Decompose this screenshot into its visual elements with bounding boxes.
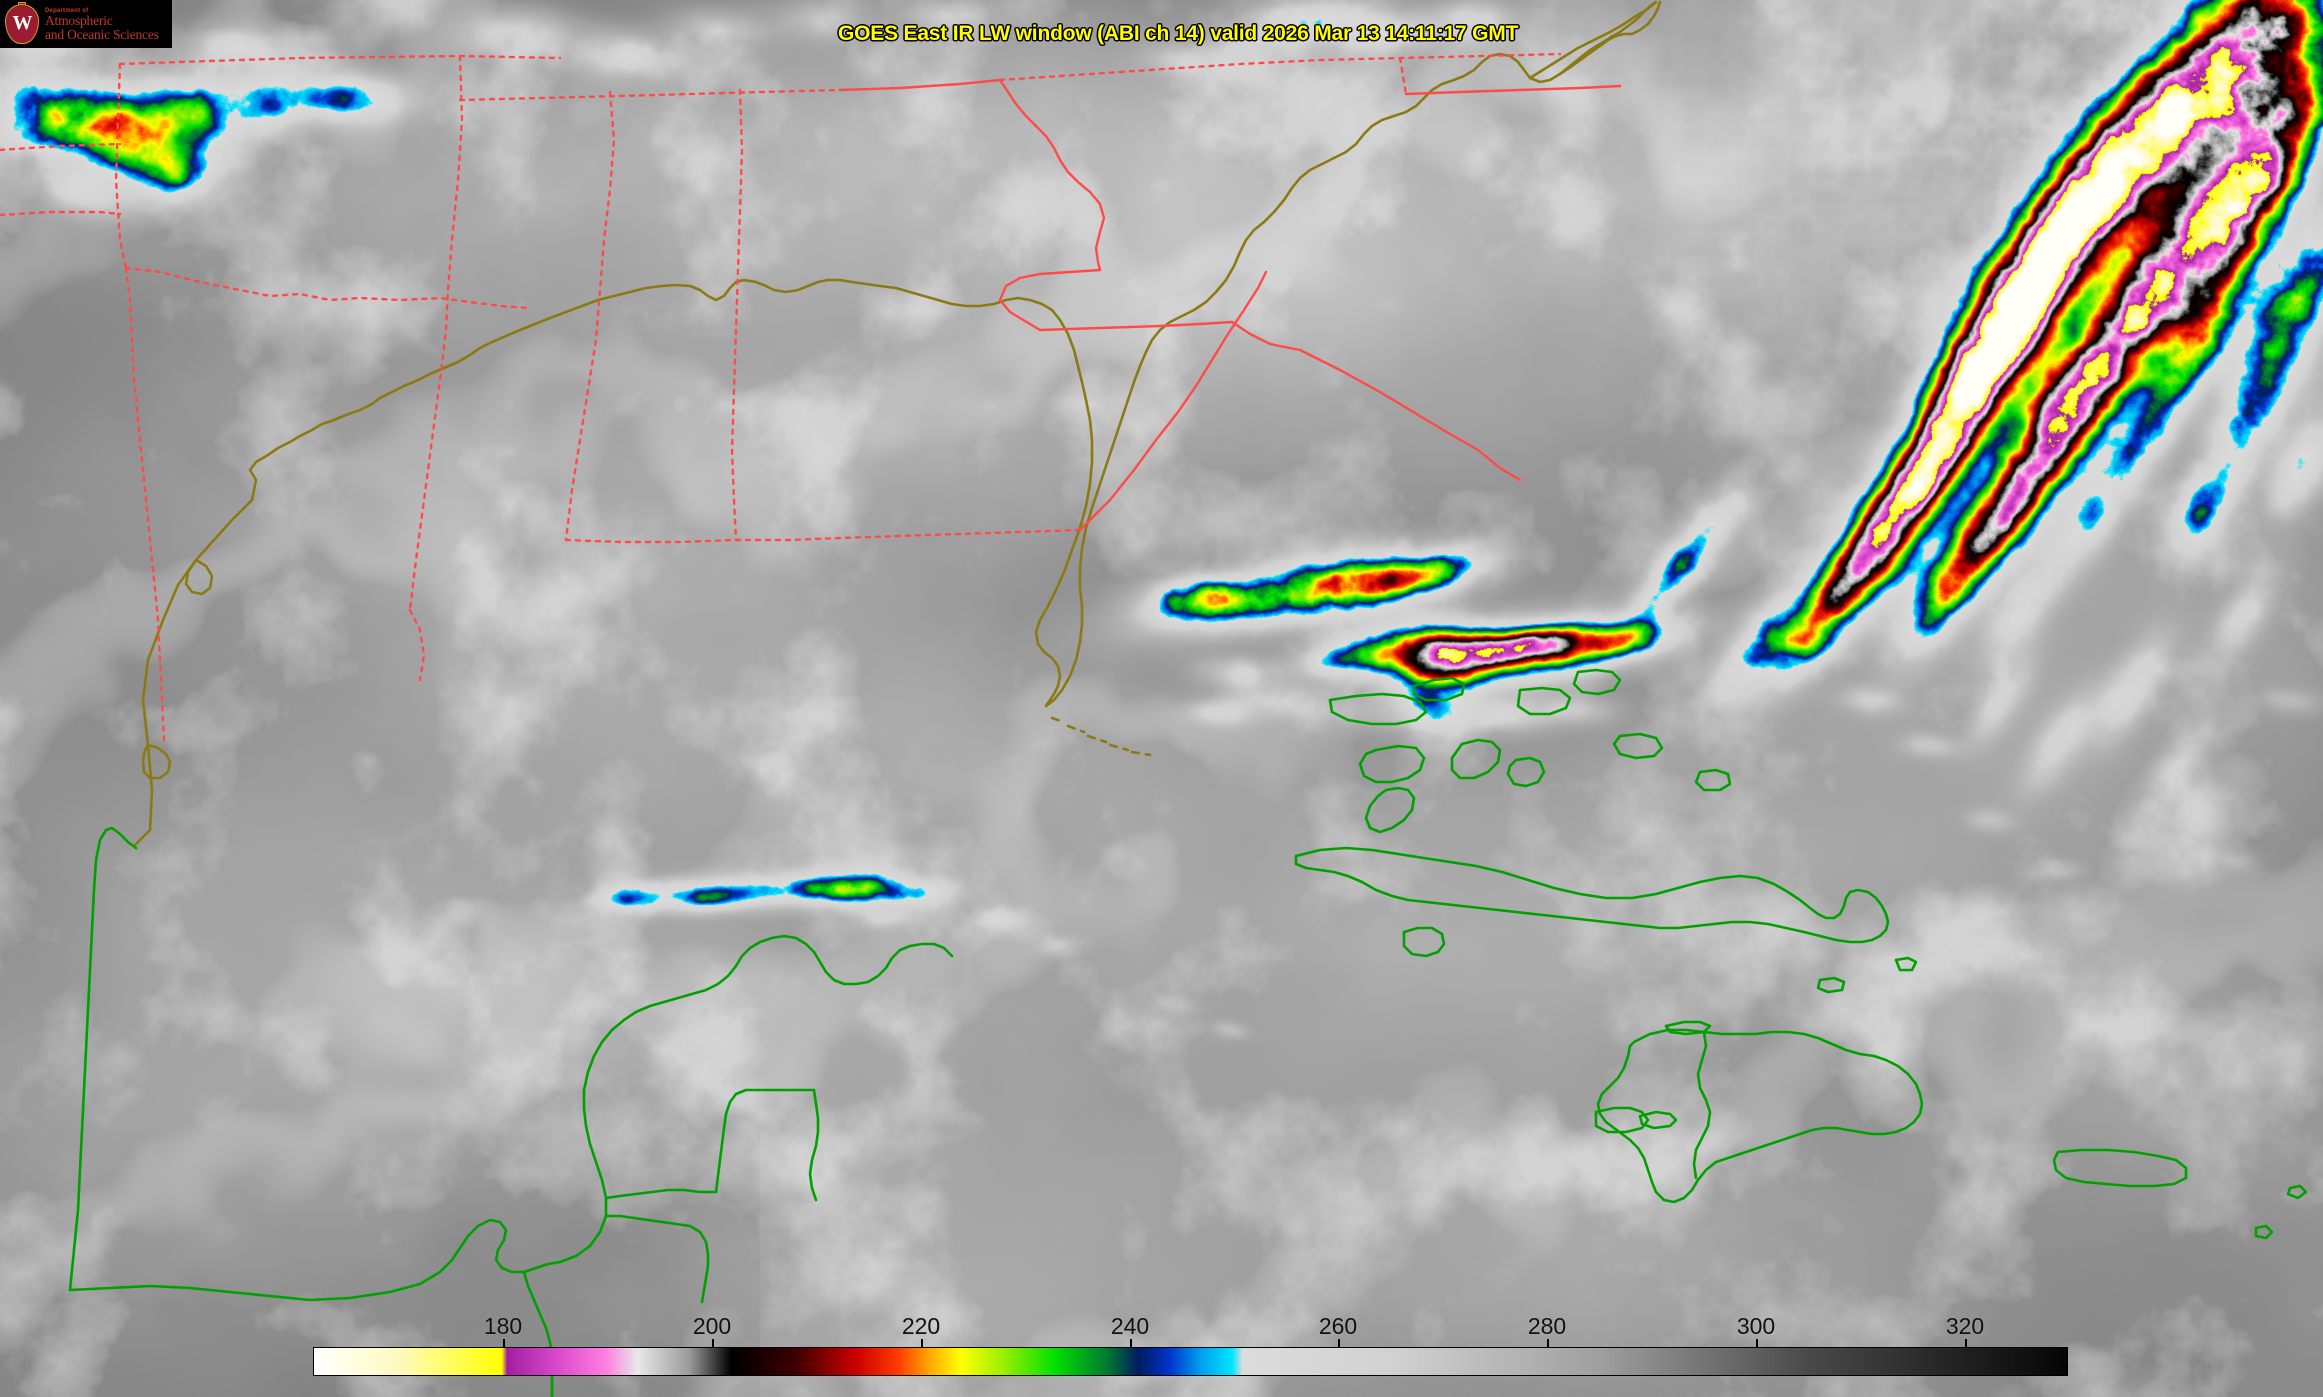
colorbar-tick (1130, 1339, 1132, 1347)
colorbar-tick (1338, 1339, 1340, 1347)
colorbar-gradient (313, 1347, 2068, 1376)
colorbar-tick (921, 1339, 923, 1347)
colorbar-tick (712, 1339, 714, 1347)
colorbar-tick-label: 180 (483, 1313, 523, 1339)
colorbar-tick-label: 240 (1110, 1313, 1150, 1339)
colorbar-tick (1756, 1339, 1758, 1347)
logo-name-line-1: Atmospheric (45, 12, 113, 28)
colorbar-tick-label: 320 (1945, 1313, 1985, 1339)
uw-crest-icon: W (3, 2, 41, 46)
colorbar: 180 200 220 240 260 280 300 320 (313, 1313, 2068, 1376)
colorbar-tick-label: 260 (1318, 1313, 1358, 1339)
uw-aos-logo: W Department of Atmospheric and Oceanic … (0, 0, 172, 48)
colorbar-tick (503, 1339, 505, 1347)
logo-name-line-2: and Oceanic Sciences (45, 26, 159, 42)
colorbar-tick (1547, 1339, 1549, 1347)
colorbar-tick-label: 300 (1736, 1313, 1776, 1339)
colorbar-tick-label: 220 (901, 1313, 941, 1339)
logo-department-line: Department of (45, 7, 89, 14)
colorbar-tick-label: 280 (1527, 1313, 1567, 1339)
colorbar-tick-label: 200 (692, 1313, 732, 1339)
product-title: GOES East IR LW window (ABI ch 14) valid… (838, 22, 1519, 45)
crest-letter: W (12, 12, 33, 34)
colorbar-tick (1965, 1339, 1967, 1347)
